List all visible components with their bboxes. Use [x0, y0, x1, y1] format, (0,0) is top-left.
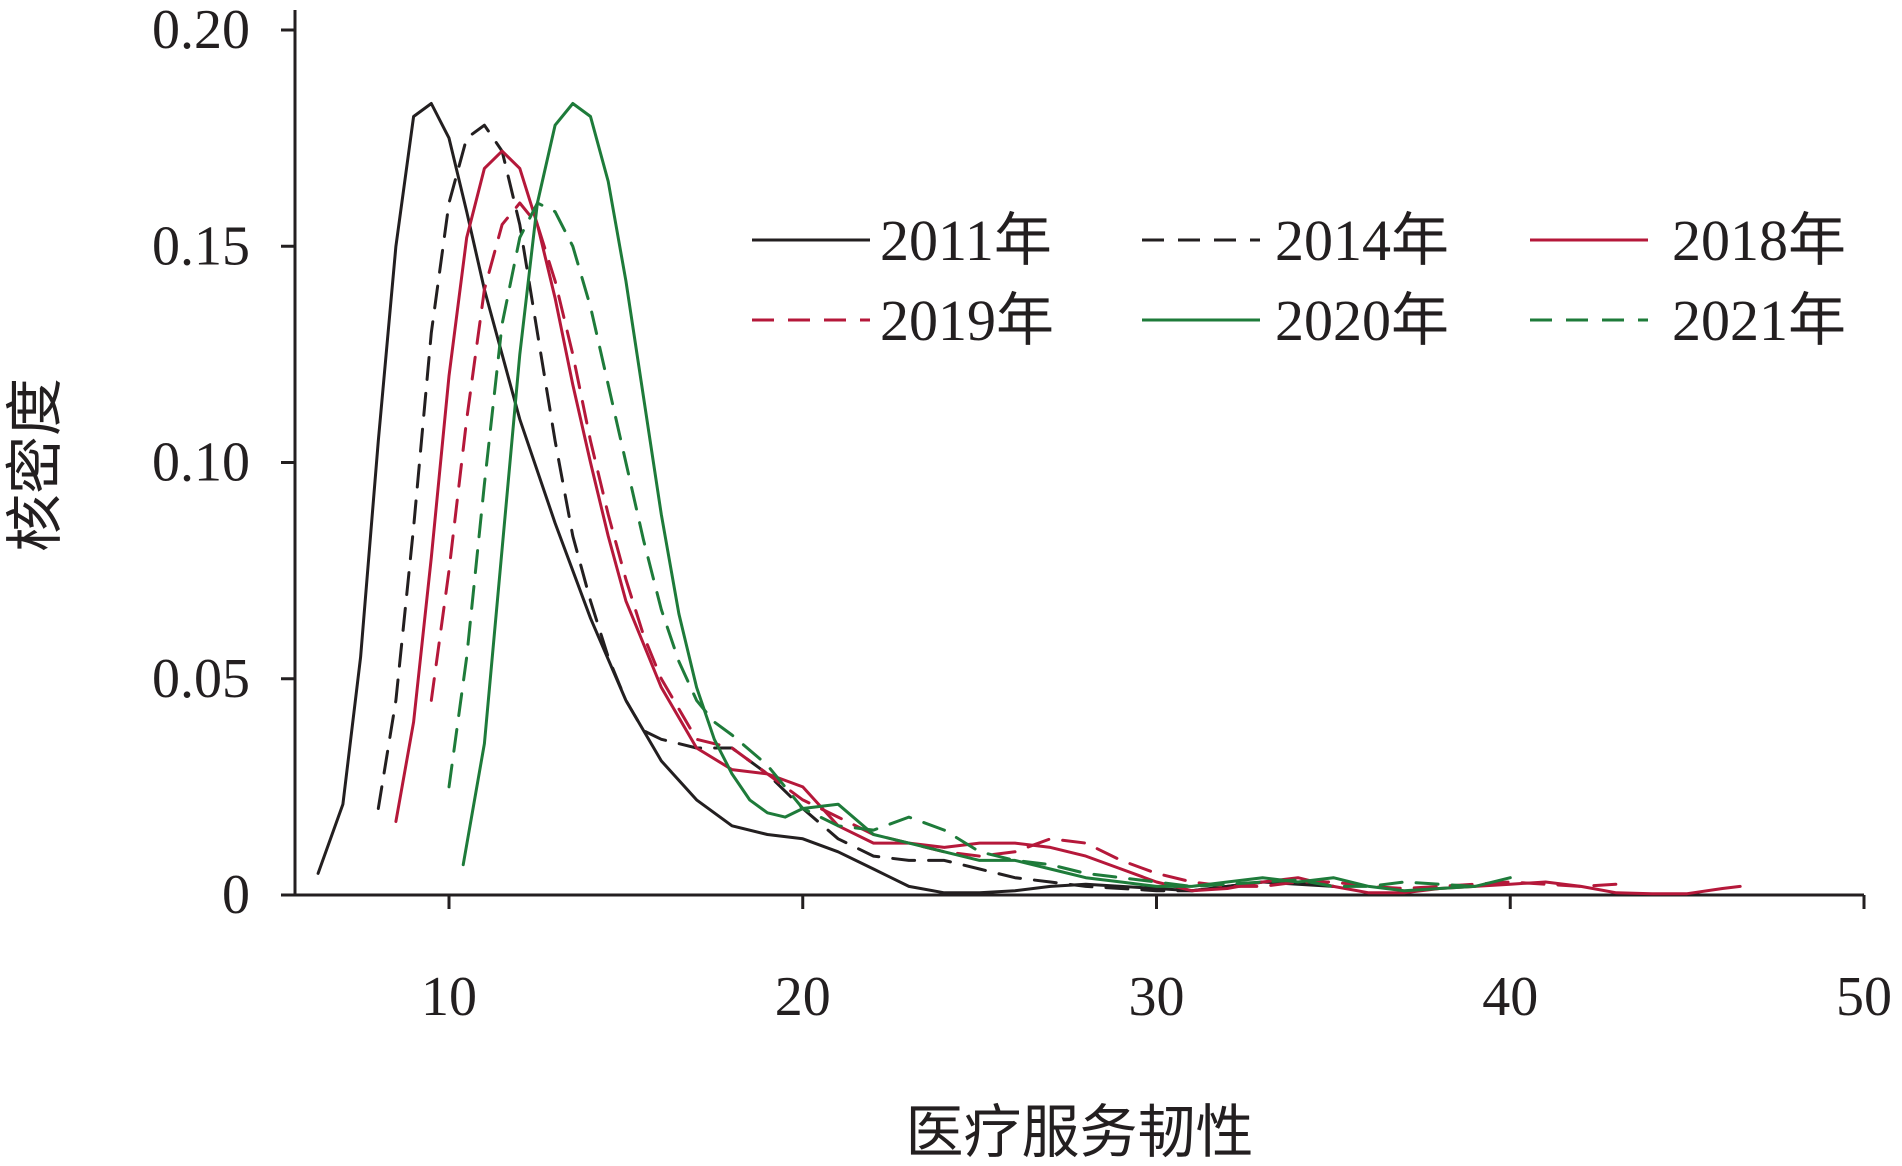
x-tick-label: 50	[1836, 966, 1892, 1028]
y-tick-label: 0	[222, 864, 250, 926]
x-axis-ticks: 10 20 30 40 50	[421, 895, 1892, 1028]
series-line-2	[376, 123, 1335, 893]
series-line-6	[447, 201, 1477, 888]
legend-label: 2020年	[1275, 288, 1449, 353]
x-tick-label: 10	[421, 966, 477, 1028]
legend-label: 2018年	[1672, 208, 1846, 273]
x-tick-label: 40	[1482, 966, 1538, 1028]
y-tick-label: 0.10	[152, 432, 250, 494]
legend: 2011年 2014年 2018年 2019年 2020年 2021年	[752, 208, 1846, 353]
legend-label: 2021年	[1672, 288, 1846, 353]
series-lines	[316, 102, 1742, 896]
y-tick-label: 0.05	[152, 648, 250, 710]
series-line-1	[316, 102, 1335, 895]
legend-label: 2011年	[880, 208, 1052, 273]
y-tick-label: 0.15	[152, 215, 250, 277]
x-tick-label: 20	[775, 966, 831, 1028]
legend-label: 2014年	[1275, 208, 1449, 273]
y-axis-ticks: 0 0.05 0.10 0.15 0.20	[152, 0, 295, 926]
y-axis-title: 核密度	[1, 378, 69, 552]
y-tick-label: 0.20	[152, 0, 250, 61]
x-axis-title: 医疗服务韧性	[905, 1098, 1253, 1166]
axes	[293, 10, 1864, 897]
legend-label: 2019年	[880, 288, 1054, 353]
series-line-3	[394, 149, 1742, 896]
x-tick-label: 30	[1129, 966, 1185, 1028]
